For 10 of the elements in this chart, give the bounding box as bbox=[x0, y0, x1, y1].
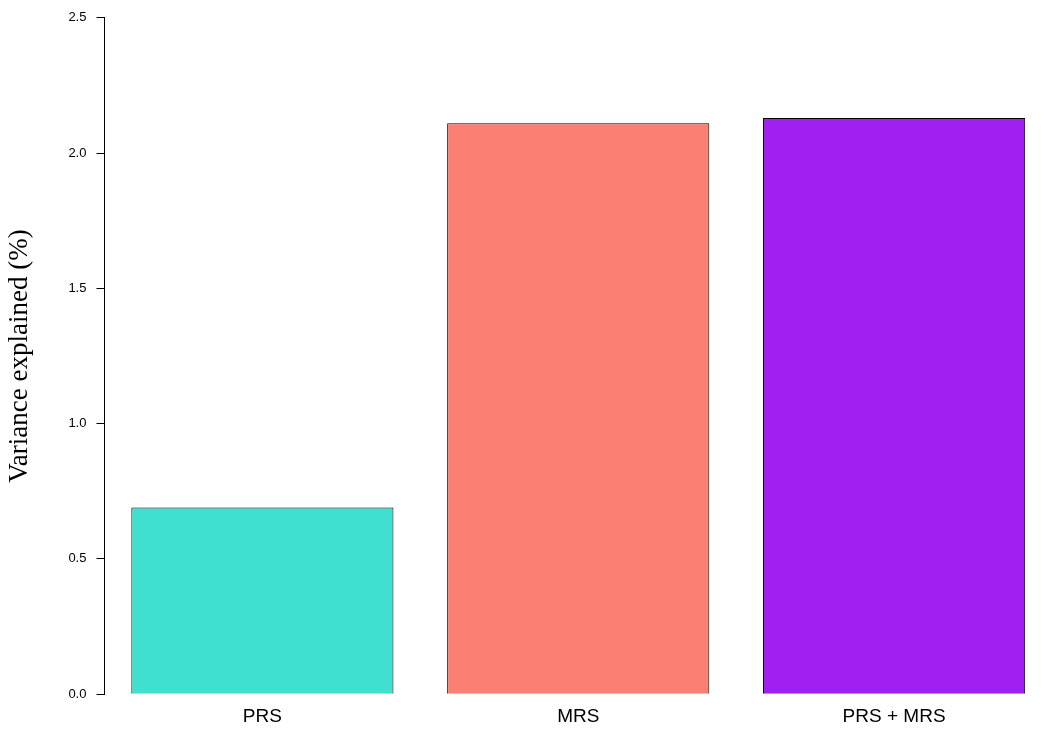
y-axis-title: Variance explained (%) bbox=[3, 229, 34, 483]
y-tick-label: 2.5 bbox=[68, 9, 87, 25]
y-tick-label: 1.0 bbox=[68, 415, 87, 431]
x-tick-label: PRS + MRS bbox=[842, 704, 946, 726]
x-tick-label: MRS bbox=[557, 704, 600, 726]
x-tick-label: PRS bbox=[242, 704, 282, 726]
y-tick-label: 0.5 bbox=[68, 550, 87, 566]
y-tick-label: 1.5 bbox=[68, 279, 87, 295]
y-tick-label: 0.0 bbox=[68, 685, 87, 701]
y-tick-label: 2.0 bbox=[68, 144, 87, 160]
